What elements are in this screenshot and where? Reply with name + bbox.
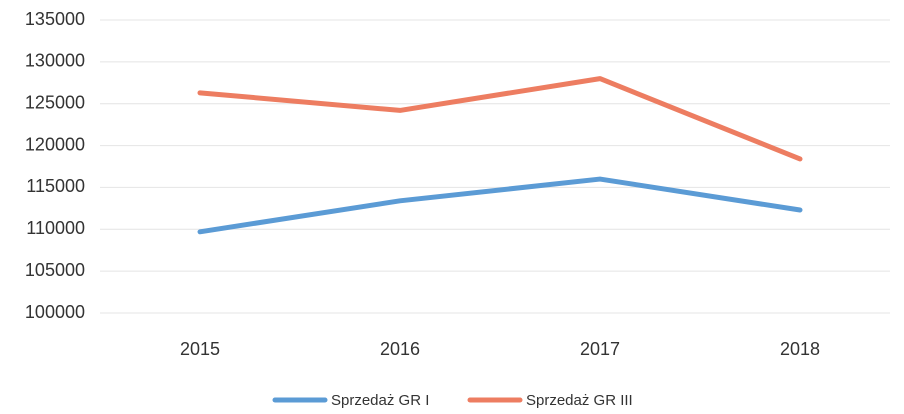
y-tick-label: 115000 <box>26 176 85 196</box>
x-tick-label: 2018 <box>780 339 820 359</box>
x-tick-label: 2016 <box>380 339 420 359</box>
x-tick-label: 2015 <box>180 339 220 359</box>
line-series <box>197 176 803 235</box>
y-tick-label: 100000 <box>25 302 85 322</box>
legend-label: Sprzedaż GR I <box>331 392 429 409</box>
y-tick-label: 135000 <box>25 9 85 29</box>
line-series <box>197 76 803 162</box>
y-tick-label: 110000 <box>26 218 85 238</box>
x-tick-label: 2017 <box>580 339 620 359</box>
y-tick-label: 130000 <box>25 51 85 71</box>
y-tick-label: 105000 <box>25 260 85 280</box>
legend-label: Sprzedaż GR III <box>526 392 633 409</box>
y-tick-label: 120000 <box>25 134 85 154</box>
y-tick-label: 125000 <box>25 92 85 112</box>
